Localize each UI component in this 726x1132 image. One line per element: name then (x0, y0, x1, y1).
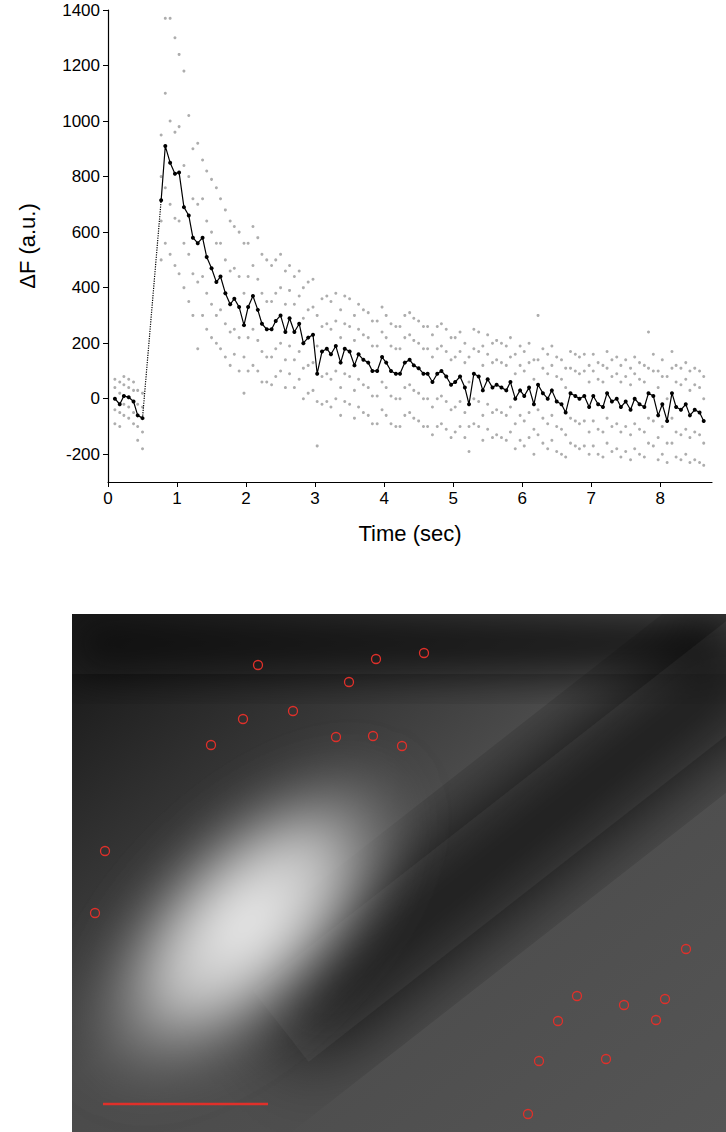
svg-text:1400: 1400 (62, 1, 100, 20)
svg-text:1: 1 (172, 489, 181, 508)
svg-text:0: 0 (91, 389, 100, 408)
svg-text:7: 7 (586, 489, 595, 508)
svg-text:3: 3 (310, 489, 319, 508)
svg-text:5: 5 (448, 489, 457, 508)
svg-text:2: 2 (241, 489, 250, 508)
svg-text:8: 8 (655, 489, 664, 508)
svg-text:-200: -200 (66, 445, 100, 464)
svg-text:800: 800 (72, 167, 100, 186)
svg-text:6: 6 (517, 489, 526, 508)
svg-text:200: 200 (72, 334, 100, 353)
svg-text:ΔF (a.u.): ΔF (a.u.) (15, 203, 40, 289)
svg-text:1000: 1000 (62, 112, 100, 131)
svg-text:4: 4 (379, 489, 388, 508)
svg-text:400: 400 (72, 278, 100, 297)
svg-text:0: 0 (103, 489, 112, 508)
svg-text:1200: 1200 (62, 56, 100, 75)
svg-text:600: 600 (72, 223, 100, 242)
svg-text:Time (sec): Time (sec) (358, 521, 461, 546)
